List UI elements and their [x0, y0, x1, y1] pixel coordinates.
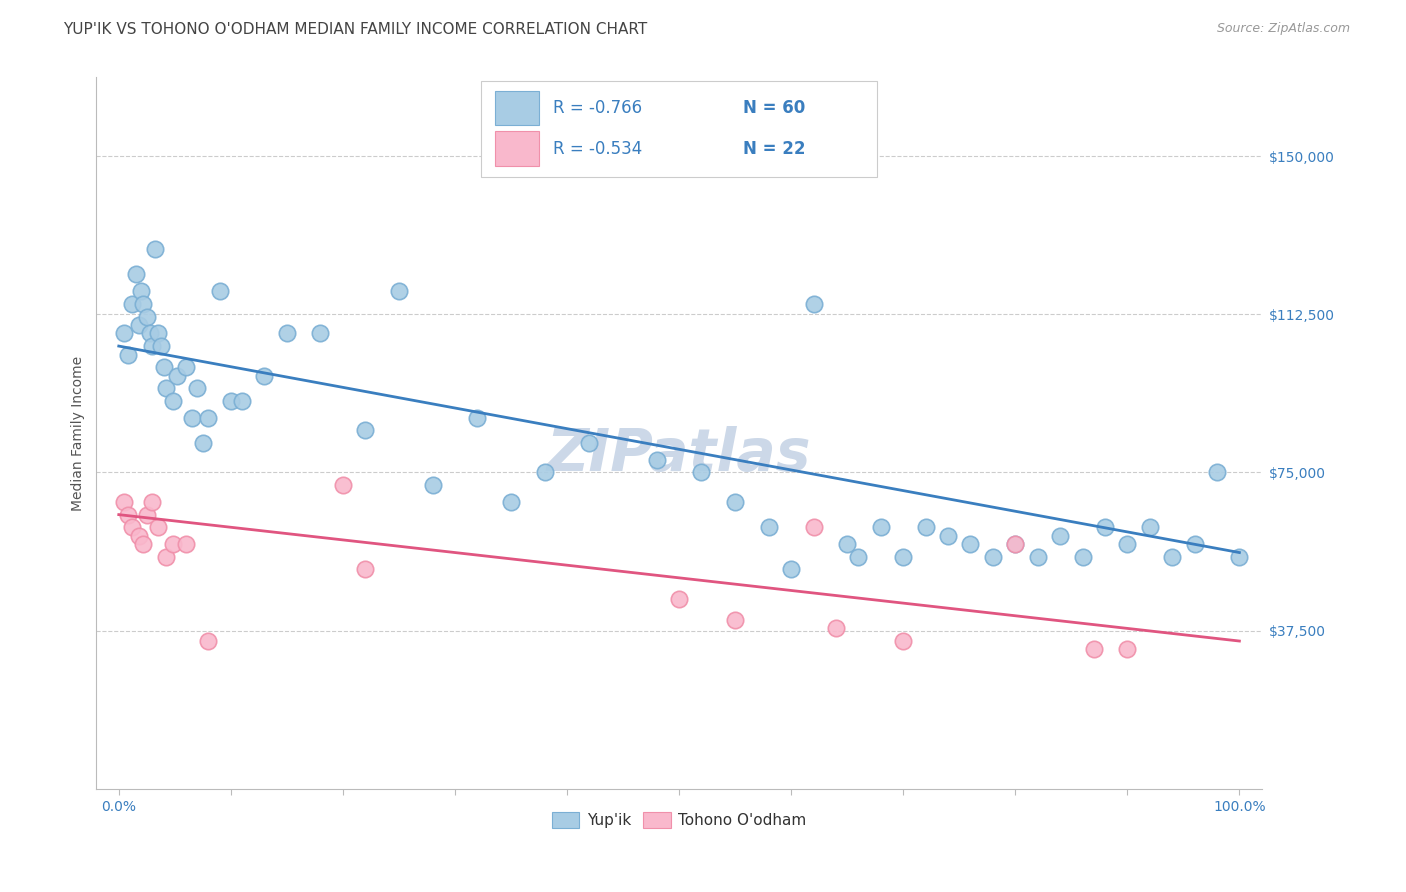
Point — [578, 436, 600, 450]
Point — [132, 537, 155, 551]
Point — [155, 549, 177, 564]
Point — [724, 613, 747, 627]
Point — [1083, 642, 1105, 657]
Point — [162, 537, 184, 551]
Point — [135, 310, 157, 324]
Text: N = 22: N = 22 — [744, 139, 806, 158]
Point — [174, 537, 197, 551]
Point — [135, 508, 157, 522]
Point — [803, 520, 825, 534]
Point — [354, 423, 377, 437]
Point — [1116, 642, 1139, 657]
Point — [146, 326, 169, 341]
Point — [914, 520, 936, 534]
Legend: Yup'ik, Tohono O'odham: Yup'ik, Tohono O'odham — [546, 806, 813, 834]
Point — [1139, 520, 1161, 534]
Point — [132, 297, 155, 311]
Point — [155, 381, 177, 395]
Point — [197, 634, 219, 648]
Point — [837, 537, 859, 551]
Point — [936, 529, 959, 543]
Point — [1004, 537, 1026, 551]
Text: Source: ZipAtlas.com: Source: ZipAtlas.com — [1216, 22, 1350, 36]
Point — [803, 297, 825, 311]
Point — [891, 634, 914, 648]
Point — [166, 368, 188, 383]
Point — [388, 285, 411, 299]
Point — [253, 368, 276, 383]
Point — [467, 410, 489, 425]
Point — [150, 339, 173, 353]
Point — [186, 381, 208, 395]
Point — [1184, 537, 1206, 551]
Point — [724, 495, 747, 509]
Text: R = -0.766: R = -0.766 — [553, 99, 643, 117]
Point — [959, 537, 981, 551]
Point — [869, 520, 891, 534]
Text: N = 60: N = 60 — [744, 99, 806, 117]
Text: YUP'IK VS TOHONO O'ODHAM MEDIAN FAMILY INCOME CORRELATION CHART: YUP'IK VS TOHONO O'ODHAM MEDIAN FAMILY I… — [63, 22, 648, 37]
Point — [162, 393, 184, 408]
FancyBboxPatch shape — [481, 81, 877, 177]
Point — [121, 297, 143, 311]
Point — [152, 360, 174, 375]
Point — [780, 562, 803, 576]
Point — [1206, 466, 1229, 480]
Point — [117, 508, 139, 522]
Point — [1094, 520, 1116, 534]
Point — [129, 285, 152, 299]
Point — [891, 549, 914, 564]
Point — [180, 410, 202, 425]
Point — [1049, 529, 1071, 543]
Point — [1161, 549, 1184, 564]
Point — [276, 326, 298, 341]
Point — [112, 326, 135, 341]
Point — [533, 466, 555, 480]
Point — [231, 393, 253, 408]
Text: R = -0.534: R = -0.534 — [553, 139, 643, 158]
Point — [121, 520, 143, 534]
Point — [354, 562, 377, 576]
Point — [146, 520, 169, 534]
Point — [219, 393, 242, 408]
Point — [124, 268, 146, 282]
Point — [825, 621, 848, 635]
Point — [499, 495, 522, 509]
Point — [848, 549, 870, 564]
FancyBboxPatch shape — [495, 91, 540, 125]
Point — [208, 285, 231, 299]
Point — [1071, 549, 1094, 564]
Point — [981, 549, 1004, 564]
Point — [143, 242, 166, 256]
Point — [422, 478, 444, 492]
Point — [117, 347, 139, 361]
Point — [758, 520, 780, 534]
FancyBboxPatch shape — [495, 131, 540, 166]
Point — [128, 529, 150, 543]
Text: ZIPatlas: ZIPatlas — [547, 425, 811, 483]
Point — [1116, 537, 1139, 551]
Point — [197, 410, 219, 425]
Point — [1004, 537, 1026, 551]
Point — [139, 326, 162, 341]
Point — [645, 453, 668, 467]
Point — [332, 478, 354, 492]
Point — [191, 436, 214, 450]
Point — [174, 360, 197, 375]
Y-axis label: Median Family Income: Median Family Income — [72, 355, 86, 510]
Point — [309, 326, 332, 341]
Point — [128, 318, 150, 332]
Point — [1229, 549, 1251, 564]
Point — [690, 466, 713, 480]
Point — [112, 495, 135, 509]
Point — [668, 591, 690, 606]
Point — [141, 339, 163, 353]
Point — [141, 495, 163, 509]
Point — [1026, 549, 1049, 564]
